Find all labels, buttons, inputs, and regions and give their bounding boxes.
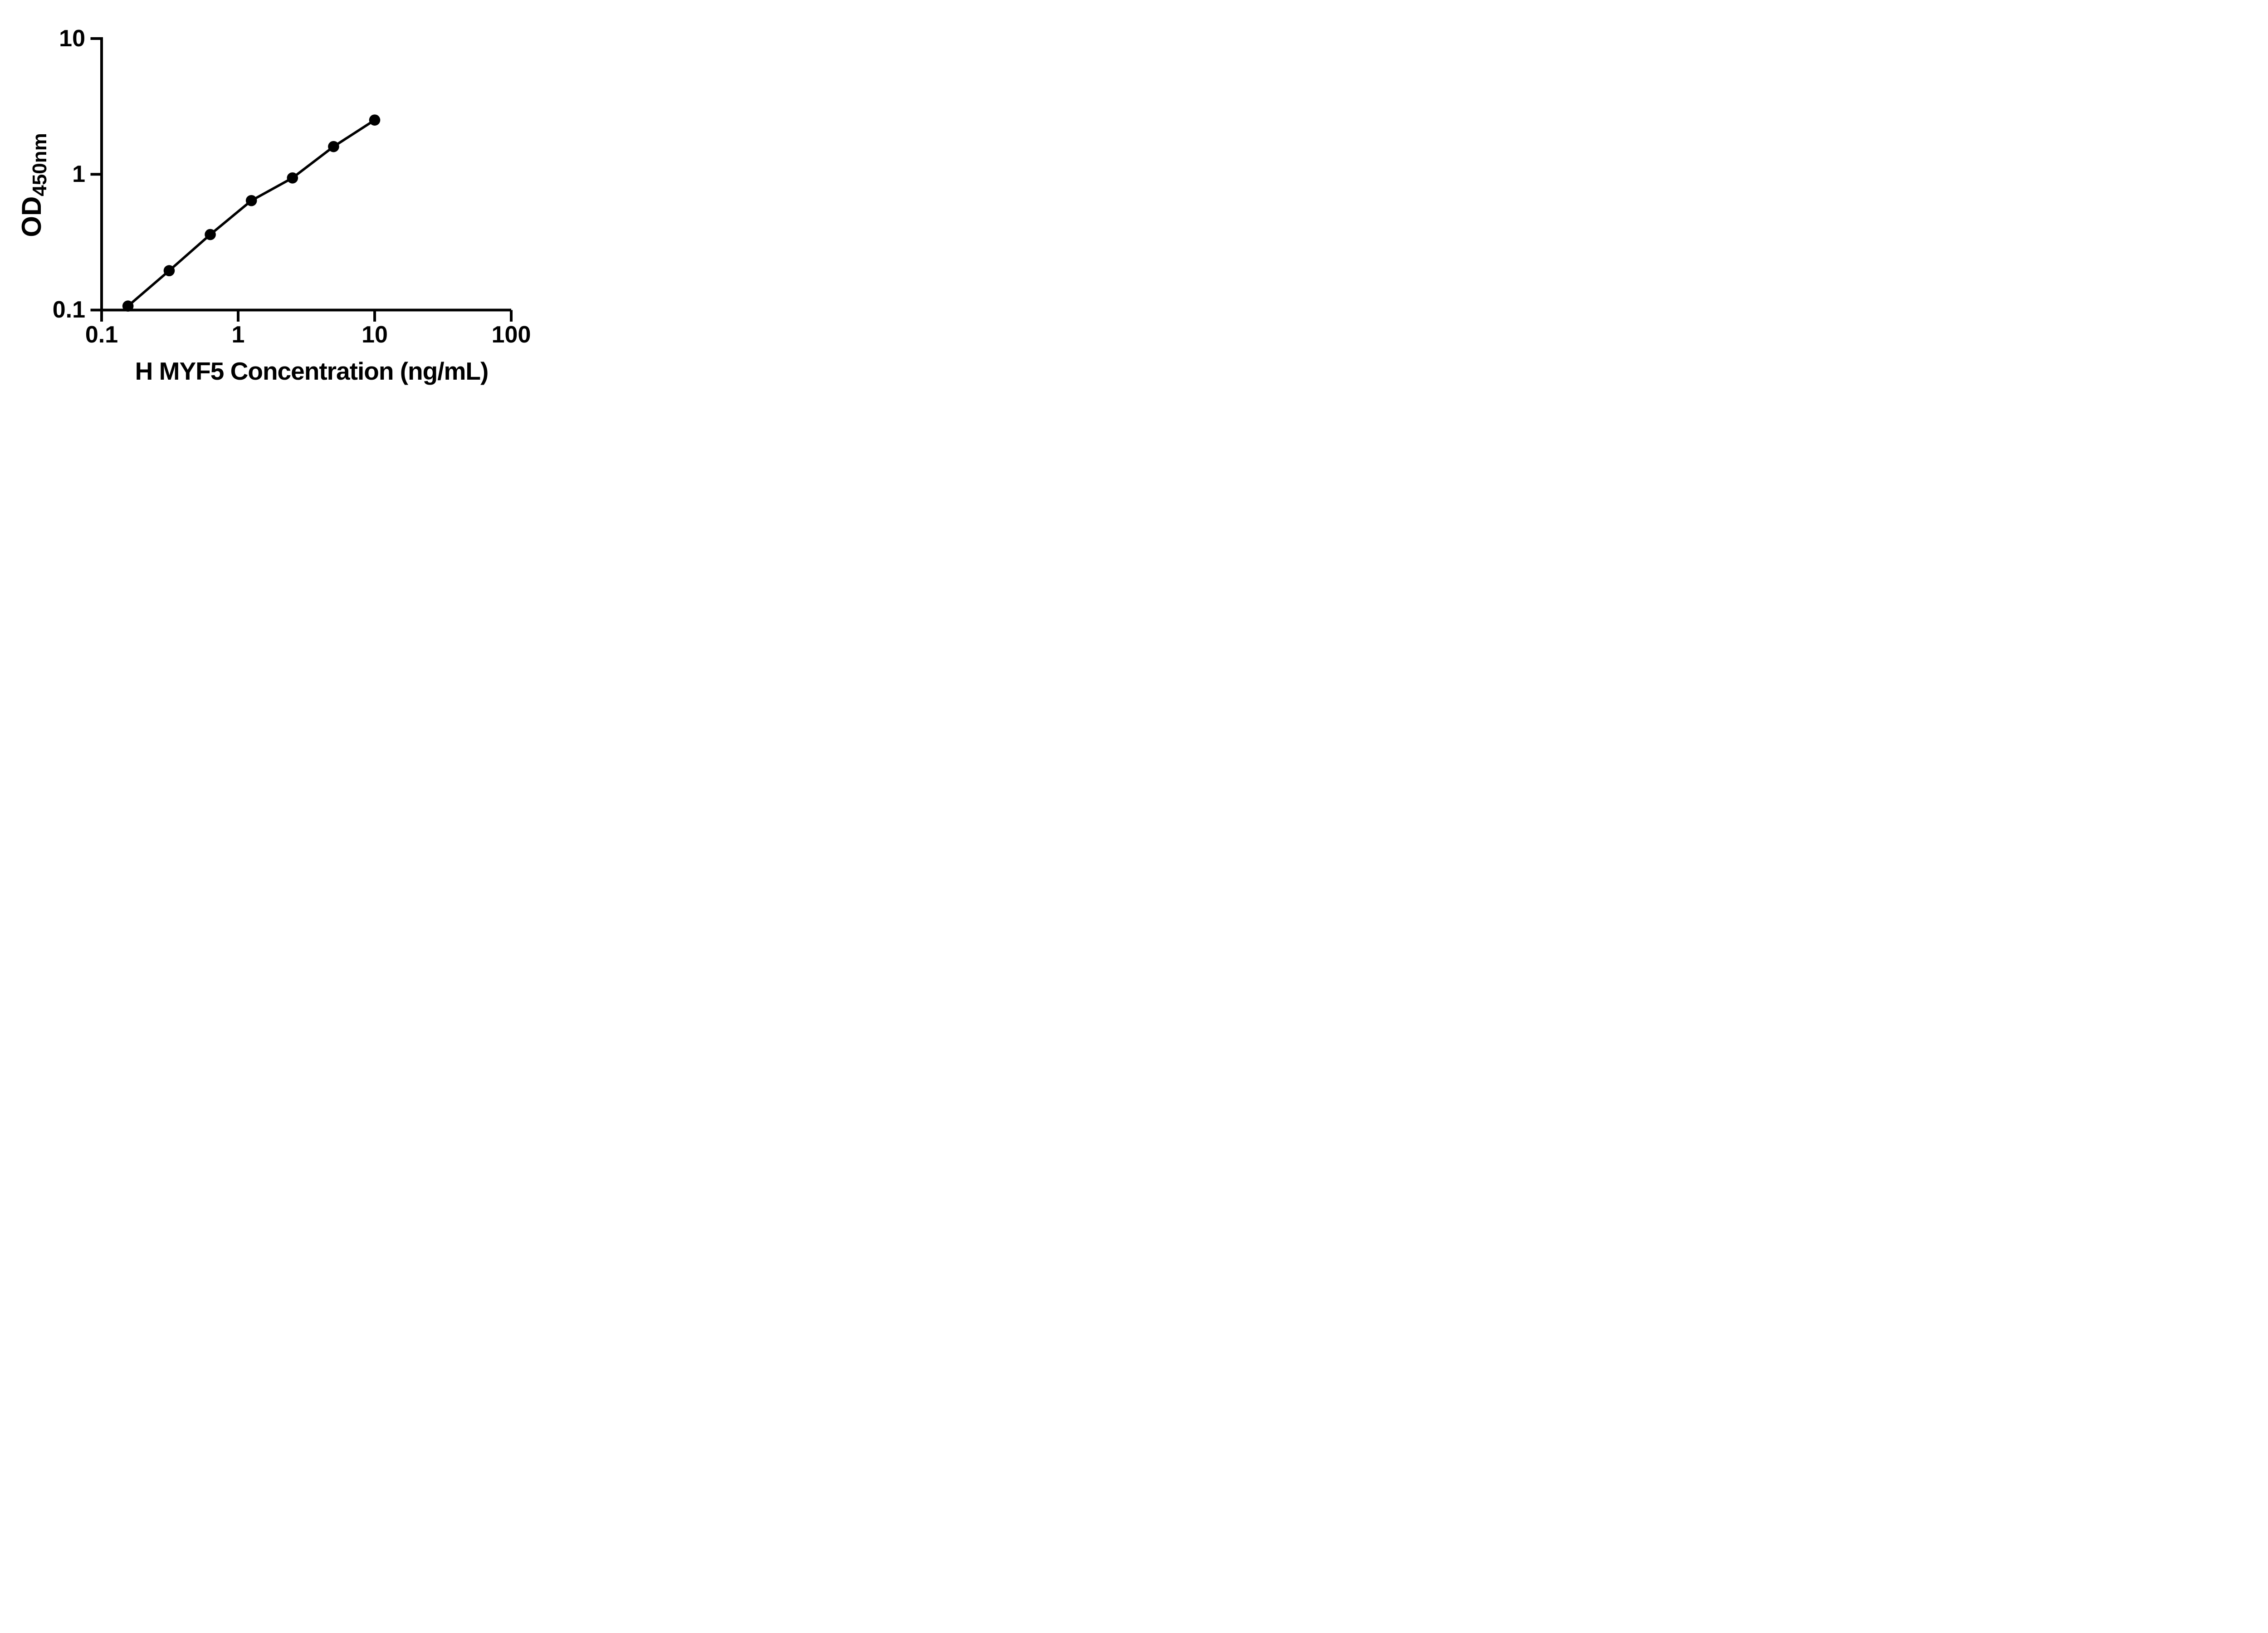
y-axis-title-main: OD bbox=[16, 196, 47, 237]
y-tick-label-0_1: 0.1 bbox=[52, 297, 85, 323]
x-axis-title: H MYF5 Concentration (ng/mL) bbox=[135, 357, 489, 385]
data-point-3 bbox=[245, 195, 257, 206]
y-axis-title: OD450nm bbox=[16, 133, 54, 237]
elisa-standard-curve-chart: 10 1 0.1 0.1 1 10 100 H MYF5 Concentrati… bbox=[0, 0, 572, 408]
data-point-2 bbox=[205, 229, 216, 240]
y-tick-label-1: 1 bbox=[72, 161, 85, 187]
plot-area bbox=[90, 37, 513, 322]
data-point-1 bbox=[163, 265, 175, 277]
y-axis-title-subscript: 450nm bbox=[29, 133, 51, 196]
x-tick-label-0_1: 0.1 bbox=[85, 322, 118, 348]
x-tick-label-100: 100 bbox=[491, 322, 531, 348]
y-tick-label-10: 10 bbox=[59, 25, 85, 52]
x-tick-label-10: 10 bbox=[362, 322, 388, 348]
data-point-5 bbox=[328, 141, 339, 152]
data-point-6 bbox=[369, 114, 381, 126]
x-tick-label-1: 1 bbox=[231, 322, 245, 348]
data-point-4 bbox=[287, 172, 298, 184]
data-point-0 bbox=[122, 300, 134, 312]
